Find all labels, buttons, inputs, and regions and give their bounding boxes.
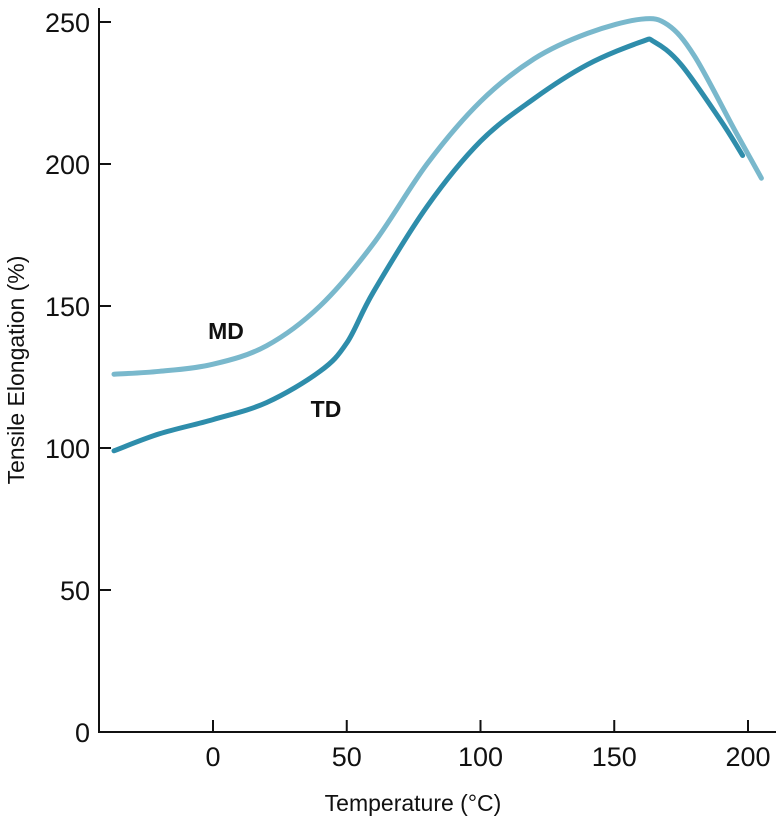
y-tick-label: 200	[45, 150, 90, 180]
x-axis-title: Temperature (°C)	[325, 790, 502, 816]
y-tick-label: 150	[45, 292, 90, 322]
series-label-td: TD	[311, 396, 342, 422]
series-line-md	[111, 16, 764, 377]
y-tick-label: 50	[60, 576, 90, 606]
y-ticks: 0 50 100 150 200 250	[45, 8, 111, 748]
x-tick-label: 0	[205, 742, 220, 772]
x-ticks: 0 50 100 150 200	[205, 720, 771, 772]
series-lines	[111, 16, 764, 454]
x-tick-label: 150	[592, 742, 637, 772]
y-tick-label: 250	[45, 8, 90, 38]
y-tick-label: 100	[45, 434, 90, 464]
x-tick-label: 100	[458, 742, 503, 772]
y-axis-title: Tensile Elongation (%)	[3, 256, 29, 485]
series-label-md: MD	[208, 318, 244, 344]
y-tick-label: 0	[75, 718, 90, 748]
x-tick-label: 200	[725, 742, 770, 772]
y-axis: 0 50 100 150 200 250	[45, 8, 111, 748]
series-line-td	[111, 36, 746, 454]
x-axis: 0 50 100 150 200	[99, 720, 776, 772]
x-tick-label: 50	[332, 742, 362, 772]
